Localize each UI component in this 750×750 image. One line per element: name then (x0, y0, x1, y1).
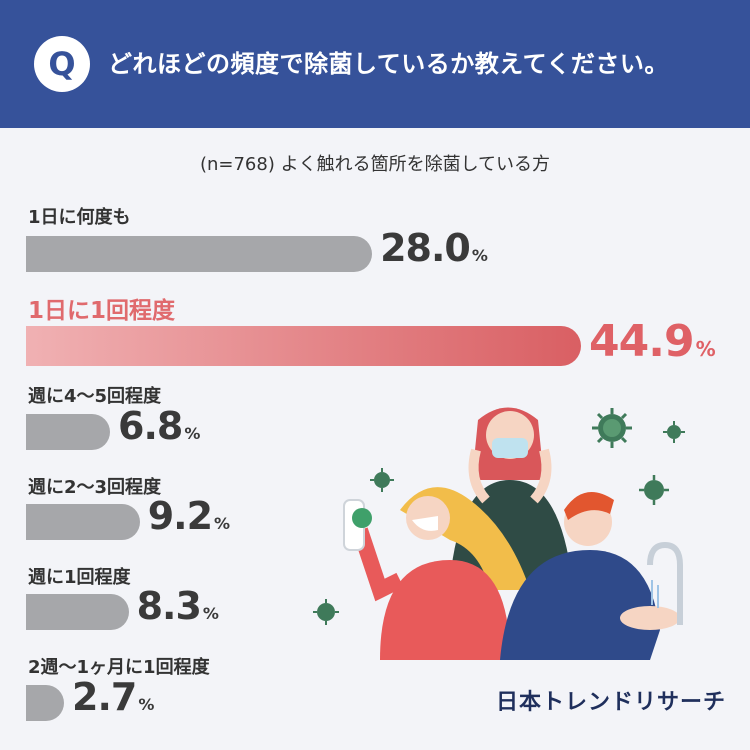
category-label: 1日に1回程度 (28, 298, 176, 324)
virus-icon (663, 421, 685, 443)
chart-subtitle: (n=768) よく触れる箇所を除菌している方 (199, 154, 551, 175)
person-washing-hands (500, 492, 683, 660)
value-label: 8.3% (137, 584, 219, 628)
percent-unit: % (184, 424, 201, 443)
value-label: 44.9% (589, 316, 716, 367)
value-number: 28.0 (380, 226, 471, 270)
value-number: 8.3 (136, 584, 202, 628)
category-label: 2週〜1ヶ月に1回程度 (28, 657, 210, 678)
category-label: 週に4〜5回程度 (28, 386, 162, 407)
disinfection-illustration (313, 407, 685, 660)
bar (26, 326, 581, 366)
bar (26, 504, 140, 540)
virus-icon (639, 475, 669, 505)
virus-icon (370, 468, 394, 492)
percent-unit: % (202, 604, 219, 623)
percent-unit: % (138, 695, 155, 714)
value-label: 2.7% (72, 675, 154, 719)
percent-unit: % (695, 337, 716, 361)
value-number: 9.2 (147, 494, 213, 538)
bar (26, 236, 373, 272)
virus-icon (592, 408, 632, 448)
value-label: 9.2% (148, 494, 230, 538)
category-label: 1日に何度も (28, 207, 131, 228)
value-label: 6.8% (118, 404, 200, 448)
value-label: 28.0% (380, 226, 488, 270)
percent-unit: % (214, 514, 231, 533)
person-spraying (343, 487, 530, 660)
bar (26, 594, 129, 630)
bar (26, 685, 64, 721)
value-number: 6.8 (118, 404, 183, 448)
question-badge: Q (34, 36, 90, 92)
category-label: 週に1回程度 (28, 567, 131, 588)
virus-icon (313, 599, 339, 625)
value-number: 44.9 (589, 316, 695, 367)
question-header: Q どれほどの頻度で除菌しているか教えてください。 (0, 0, 750, 128)
bar (26, 414, 111, 450)
value-number: 2.7 (72, 675, 137, 719)
brand-logo: 日本トレンドリサーチ (496, 690, 727, 715)
question-text: どれほどの頻度で除菌しているか教えてください。 (108, 50, 669, 78)
percent-unit: % (471, 246, 488, 265)
category-label: 週に2〜3回程度 (28, 477, 162, 498)
